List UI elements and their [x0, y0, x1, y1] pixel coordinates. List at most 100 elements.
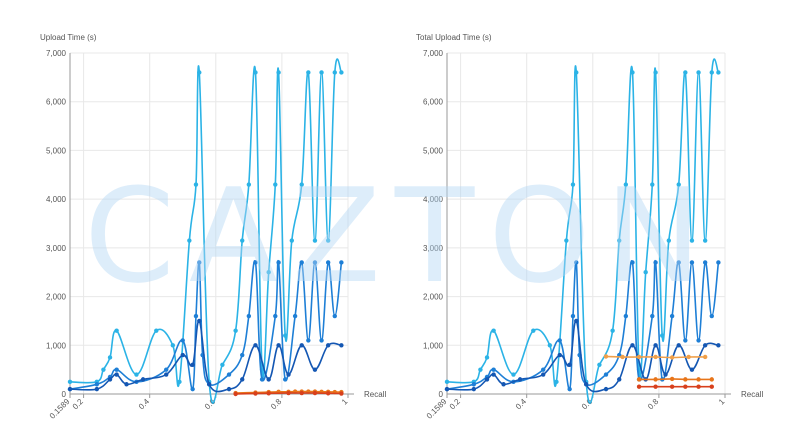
data-point [114, 367, 119, 372]
data-point [643, 270, 648, 275]
y-tick-label: 4,000 [423, 195, 444, 204]
data-point [574, 70, 579, 75]
data-point [650, 182, 655, 187]
data-point [197, 260, 202, 265]
data-point [180, 352, 185, 358]
data-point [332, 70, 337, 75]
data-point [676, 260, 681, 265]
data-point [669, 384, 675, 389]
data-point [253, 391, 258, 396]
data-point [164, 372, 169, 377]
data-point [683, 338, 688, 343]
x-tick-label: 0.8 [646, 397, 661, 412]
data-point [339, 343, 344, 348]
data-point [240, 352, 245, 358]
data-point [190, 362, 195, 367]
data-point [702, 260, 708, 265]
data-point [283, 333, 288, 338]
data-point [653, 343, 658, 348]
data-point [67, 379, 73, 385]
data-point [689, 367, 695, 372]
data-point [636, 384, 642, 389]
y-tick-label: 4,000 [46, 195, 67, 204]
y-tick-label: 1,000 [46, 341, 67, 350]
data-point [669, 355, 675, 360]
data-point [583, 382, 589, 387]
data-point [696, 384, 701, 389]
data-point [319, 338, 324, 343]
data-point [683, 377, 688, 382]
data-point [233, 391, 238, 397]
data-point [240, 377, 245, 382]
data-point [253, 343, 258, 348]
data-point [660, 333, 665, 338]
data-point [666, 238, 672, 243]
data-point [299, 260, 304, 265]
data-point [531, 328, 536, 333]
data-point [286, 390, 291, 396]
data-point [266, 270, 271, 275]
data-point [339, 70, 344, 75]
x-axis-title: Recall [741, 390, 763, 399]
y-axis-title: Total Upload Time (s) [416, 33, 492, 42]
data-point [570, 313, 576, 319]
data-point [154, 328, 159, 333]
data-point [273, 313, 278, 319]
data-point [190, 386, 195, 392]
y-tick-label: 5,000 [423, 146, 444, 155]
data-point [253, 70, 258, 75]
y-tick-label: 1,000 [423, 341, 444, 350]
data-point [623, 313, 629, 319]
data-point [226, 386, 232, 392]
data-point [620, 354, 625, 360]
data-point [478, 367, 483, 372]
data-point [253, 260, 258, 265]
data-point [636, 354, 642, 360]
y-axis-title: Upload Time (s) [40, 33, 97, 42]
data-point [325, 391, 331, 396]
data-point [276, 70, 281, 75]
data-point [603, 354, 609, 359]
x-tick-label: 0.2 [71, 397, 86, 412]
data-point [197, 318, 202, 324]
x-tick-label: 1 [340, 397, 350, 407]
x-axis-title: Recall [364, 390, 386, 399]
data-point [547, 343, 553, 348]
data-point [193, 313, 199, 319]
data-point [574, 318, 579, 324]
data-point [444, 386, 450, 392]
data-point [246, 182, 252, 187]
data-point [574, 260, 579, 265]
data-point [541, 367, 546, 372]
data-point [567, 386, 572, 392]
data-point [636, 377, 642, 382]
data-point [650, 313, 655, 319]
data-point [226, 372, 232, 377]
data-point [94, 386, 100, 392]
data-point [689, 260, 695, 265]
data-point [312, 260, 318, 265]
data-point [617, 377, 622, 382]
y-tick-label: 0 [439, 390, 444, 399]
data-point [283, 377, 288, 382]
data-point [289, 238, 295, 243]
data-point [696, 70, 701, 75]
chart-panel-1: Upload Time (s) 0 1,000 2,000 3,000 4,000 5,00… [40, 33, 386, 421]
data-point [696, 377, 701, 382]
data-point [312, 390, 318, 396]
data-point [484, 355, 490, 360]
data-point [683, 384, 688, 389]
data-point [332, 313, 337, 319]
y-tick-label: 7,000 [423, 49, 444, 58]
data-point [325, 260, 331, 265]
data-point [630, 343, 635, 348]
data-point [114, 328, 119, 333]
data-point [140, 377, 146, 382]
data-point [299, 390, 304, 396]
data-point [686, 354, 691, 360]
data-point [630, 260, 635, 265]
data-point [709, 377, 714, 382]
data-point [511, 372, 516, 377]
data-point [339, 260, 344, 265]
